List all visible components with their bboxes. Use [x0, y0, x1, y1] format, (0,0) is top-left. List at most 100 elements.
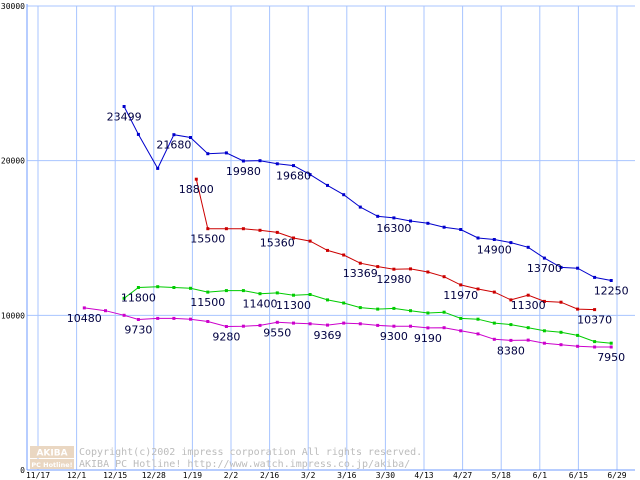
x-tick-label: 3/2 [301, 471, 316, 480]
data-point [326, 323, 329, 327]
series-line-blue [123, 106, 612, 281]
data-point [492, 238, 496, 241]
copyright-text: Copyright(c)2002 impress corporation All… [79, 447, 422, 458]
data-point [376, 265, 380, 269]
data-point [392, 306, 396, 310]
data-point [526, 293, 530, 297]
data-point [189, 317, 192, 321]
data-label: 7950 [597, 351, 625, 364]
data-point [358, 261, 362, 265]
x-tick-label: 6/1 [533, 471, 548, 480]
x-tick-label: 3/16 [337, 471, 356, 480]
data-point [206, 227, 210, 231]
data-point [292, 236, 295, 240]
x-tick-label: 6/29 [607, 471, 626, 480]
site-url-text: AKIBA PC Hotline! http://www.watch.impre… [79, 459, 410, 470]
series-line-red [195, 179, 595, 311]
data-label: 10370 [577, 314, 612, 327]
data-point [308, 239, 312, 243]
data-label: 14900 [477, 244, 512, 257]
data-point [122, 105, 126, 108]
data-point [206, 320, 210, 323]
series [82, 105, 613, 349]
data-point [342, 321, 346, 325]
data-point [509, 298, 513, 302]
grid [27, 5, 635, 470]
data-point [156, 285, 160, 289]
data-label: 13369 [343, 267, 378, 280]
data-point [136, 318, 140, 321]
data-label: 19980 [226, 165, 261, 178]
series-blue [122, 105, 613, 282]
series-line-magenta [84, 307, 612, 348]
y-axis-ticks: 0 10000 20000 30000 [1, 2, 25, 475]
data-point [136, 286, 140, 289]
data-point [492, 321, 496, 325]
data-point [559, 265, 563, 269]
data-point [224, 227, 228, 231]
data-point [442, 326, 446, 330]
logo-bottom-box [30, 459, 74, 469]
data-label: 19680 [276, 170, 311, 183]
data-label: 16300 [376, 222, 411, 235]
data-point [292, 293, 295, 297]
data-point [392, 267, 396, 271]
x-tick-label: 5/18 [492, 471, 511, 480]
data-point [241, 159, 245, 163]
data-point [156, 316, 160, 320]
data-point [376, 214, 380, 218]
data-point [509, 338, 513, 342]
data-label: 23499 [107, 111, 142, 124]
data-point [609, 341, 613, 345]
data-point [241, 324, 245, 328]
data-label: 9550 [263, 326, 291, 339]
data-point [326, 298, 329, 302]
data-point [542, 299, 546, 303]
data-point [342, 301, 346, 305]
data-point [376, 323, 380, 327]
data-label: 21680 [156, 139, 191, 152]
data-point [409, 219, 412, 223]
data-label: 8380 [497, 344, 525, 357]
data-point [593, 340, 597, 344]
x-tick-label: 12/15 [103, 471, 127, 480]
x-tick-label: 2/16 [260, 471, 279, 480]
data-point [224, 151, 228, 155]
series-line-green [123, 286, 612, 344]
data-point [224, 289, 228, 293]
data-point [194, 177, 198, 181]
data-point [476, 317, 480, 321]
data-point [172, 286, 176, 289]
data-point [104, 309, 107, 313]
data-point [376, 307, 380, 311]
data-point [526, 338, 530, 342]
data-point [559, 330, 563, 334]
data-point [459, 283, 463, 287]
data-point [492, 337, 496, 341]
data-point [358, 322, 362, 326]
data-label: 11300 [511, 299, 546, 312]
data-point [609, 279, 613, 282]
data-point [459, 228, 463, 231]
data-point [358, 205, 362, 209]
data-point [189, 136, 192, 139]
data-point [593, 345, 597, 349]
data-label: 12980 [376, 273, 411, 286]
data-point [326, 183, 329, 187]
data-point [459, 329, 463, 333]
data-point [542, 329, 546, 333]
x-tick-label: 4/27 [453, 471, 472, 480]
data-point [476, 236, 480, 240]
data-point [275, 230, 279, 234]
data-point [426, 221, 430, 225]
data-label: 9730 [124, 324, 152, 337]
data-point [358, 306, 362, 310]
x-tick-label: 6/15 [569, 471, 588, 480]
data-label: 11300 [276, 299, 311, 312]
data-point [542, 341, 546, 345]
data-point [392, 324, 396, 328]
data-point [156, 166, 160, 170]
data-point [82, 306, 86, 310]
data-point [409, 309, 412, 313]
